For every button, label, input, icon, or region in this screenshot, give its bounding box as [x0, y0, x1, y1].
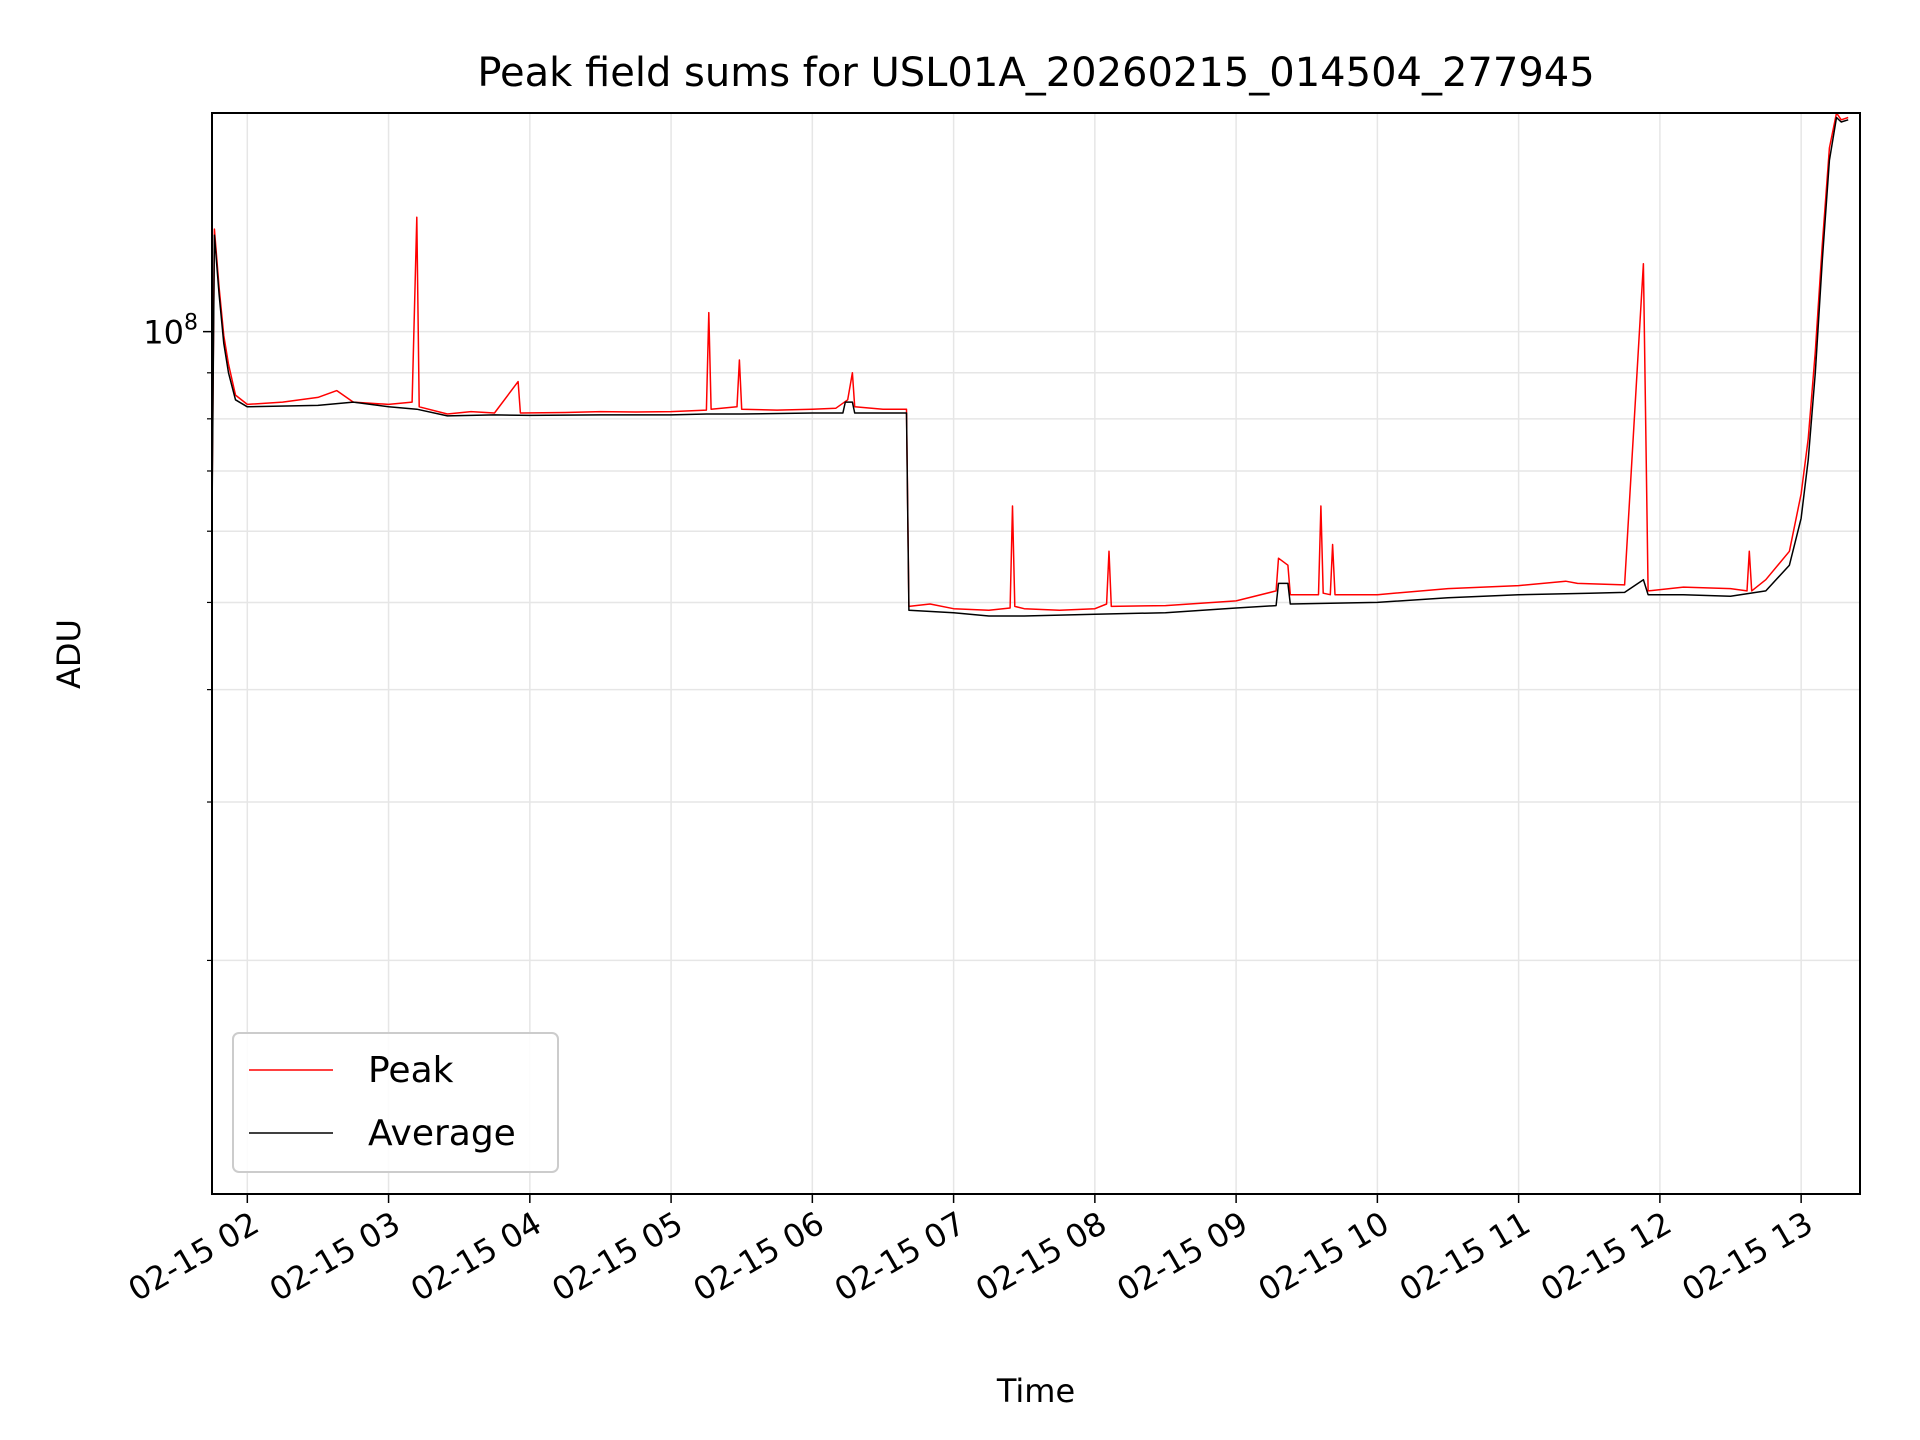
x-tick-label: 02-15 03	[263, 1204, 407, 1309]
x-tick-label: 02-15 05	[545, 1204, 689, 1309]
x-tick-label: 02-15 08	[969, 1204, 1113, 1309]
x-tick-label: 02-15 10	[1252, 1204, 1396, 1309]
y-tick-label: 108	[143, 311, 198, 352]
legend-label-peak: Peak	[368, 1050, 454, 1091]
x-tick-label: 02-15 04	[404, 1204, 548, 1309]
x-tick-label: 02-15 07	[828, 1204, 972, 1309]
chart-title: Peak field sums for USL01A_20260215_0145…	[477, 50, 1594, 96]
x-tick-label: 02-15 02	[122, 1204, 266, 1309]
y-axis-label: ADU	[50, 619, 88, 689]
grid	[212, 113, 1860, 1194]
legend: Peak Average	[232, 1032, 559, 1173]
x-tick-label: 02-15 06	[687, 1204, 831, 1309]
series-line-average	[212, 116, 1849, 617]
x-axis-label: Time	[996, 1372, 1075, 1410]
x-tick-label: 02-15 11	[1393, 1204, 1537, 1309]
x-tick-label: 02-15 09	[1111, 1204, 1255, 1309]
y-axis: 108	[143, 311, 212, 962]
series-layer	[212, 113, 1849, 617]
legend-label-average: Average	[368, 1113, 516, 1154]
x-tick-label: 02-15 12	[1534, 1204, 1678, 1309]
series-line-peak	[212, 113, 1849, 612]
legend-box	[232, 1032, 559, 1173]
plot-frame	[211, 112, 1861, 1195]
x-tick-label: 02-15 13	[1676, 1204, 1820, 1309]
